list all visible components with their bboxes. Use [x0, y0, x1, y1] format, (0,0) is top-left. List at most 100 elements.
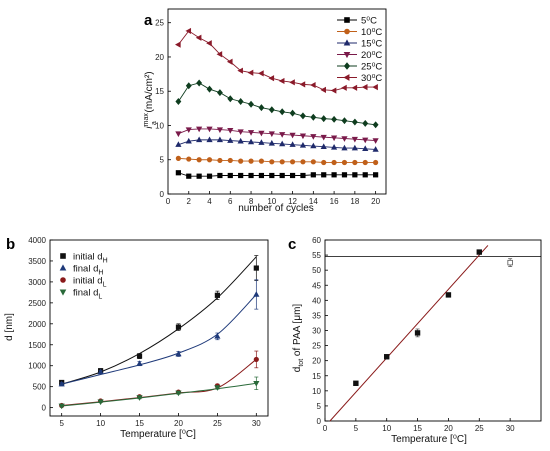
chart-b-fit-curve: [61, 294, 257, 385]
chart-a-point: [341, 159, 348, 166]
chart-a-xtick-label: 20: [371, 197, 380, 206]
chart-a-xtick-label: 4: [207, 197, 212, 206]
chart-a-legend-marker: [343, 74, 350, 81]
chart-a-point: [279, 140, 286, 147]
chart-a-point: [206, 40, 212, 47]
chart-a-legend-marker: [343, 62, 351, 70]
chart-a-point: [341, 84, 347, 91]
chart-a-point: [258, 139, 265, 145]
chart-b-legend-marker: [59, 289, 67, 296]
chart-a-point: [341, 117, 348, 125]
chart-a-series-line: [178, 30, 376, 91]
chart-a-xtick-label: 12: [288, 197, 297, 206]
chart-c-ylabel-sub: tot: [298, 359, 305, 367]
chart-b-point: [58, 403, 65, 410]
chart-a-ylabel: imaxa (mA/cm²): [143, 71, 158, 128]
chart-b-ytick-label: 2000: [28, 320, 46, 329]
chart-a-point: [258, 70, 264, 77]
chart-a-point: [206, 136, 213, 143]
chart-a-point: [268, 131, 275, 138]
chart-a-point: [299, 81, 306, 88]
chart-a-point: [310, 113, 317, 121]
chart-a-point: [310, 172, 316, 178]
chart-a-point: [185, 27, 192, 35]
chart-a-point: [196, 79, 203, 87]
chart-c-xtick-label: 20: [444, 424, 453, 433]
chart-a-point: [289, 132, 296, 139]
chart-b-point: [253, 381, 260, 387]
chart-a-point: [247, 69, 254, 76]
chart-a-point: [247, 130, 255, 136]
chart-b-fit-curve: [61, 359, 257, 407]
chart-a-legend-label: 30⁰C: [361, 73, 382, 84]
chart-b-xlabel: Temperature [⁰C]: [120, 429, 196, 440]
chart-a-point: [227, 157, 233, 164]
chart-b-legend-marker: [60, 277, 66, 283]
chart-a-point: [185, 82, 192, 90]
chart-a-point: [238, 172, 244, 179]
chart-a-ytick-label: 20: [155, 53, 164, 62]
chart-a-point: [238, 158, 244, 164]
chart-b-ytick-label: 1500: [28, 341, 46, 350]
chart-b-legend-subscript: L: [98, 294, 102, 301]
chart-b-legend-label: final dL: [73, 288, 102, 301]
chart-a-point: [321, 172, 327, 178]
chart-a-point: [217, 157, 223, 164]
chart-b-legend-marker: [59, 264, 67, 271]
chart-a-legend-marker: [344, 28, 350, 35]
chart-c-ytick-label: 55: [312, 251, 321, 260]
chart-a-point: [258, 130, 265, 137]
chart-a-point: [330, 144, 338, 150]
chart-a-point: [175, 98, 182, 105]
chart-a-point: [361, 84, 368, 91]
chart-a-legend-label: 10⁰C: [361, 27, 382, 38]
chart-a-point: [227, 172, 233, 179]
chart-b-xtick-label: 15: [135, 419, 144, 428]
chart-a-point: [195, 34, 202, 41]
chart-a-point: [258, 158, 265, 164]
chart-a-point: [351, 136, 358, 143]
chart-b: 5 10 15 20 25 30 0 500 1000 1500 2000 2500 3000 3500 4…: [28, 236, 269, 428]
chart-a-point: [279, 108, 286, 116]
chart-a-point: [320, 86, 326, 93]
chart-a-point: [331, 115, 338, 123]
chart-a-point: [352, 159, 358, 166]
panel-label-b: b: [6, 236, 15, 253]
chart-a-point: [227, 137, 234, 143]
chart-a-legend-marker: [343, 52, 351, 59]
chart-c-ylabel-main: d: [292, 367, 303, 373]
chart-a-xlabel: number of cycles: [238, 203, 314, 214]
chart-a-point: [248, 100, 254, 108]
chart-a-point: [321, 159, 327, 166]
chart-b-point: [136, 353, 143, 359]
chart-a-point: [269, 159, 275, 165]
chart-a-point: [320, 143, 327, 149]
chart-a-legend-label: 20⁰C: [361, 50, 382, 61]
chart-a-point: [320, 115, 327, 123]
chart-a-point: [278, 77, 285, 85]
chart-b-point: [175, 324, 182, 330]
chart-a-point: [226, 58, 233, 65]
chart-c-fit-line: [329, 245, 489, 422]
chart-a-point: [310, 142, 317, 149]
chart-b-ytick-label: 3000: [28, 278, 46, 287]
chart-a-point: [309, 81, 316, 89]
chart-c-xtick-label: 30: [506, 424, 515, 433]
chart-b-ytick-label: 500: [33, 383, 47, 392]
chart-a-point: [206, 157, 213, 163]
chart-a-point: [351, 84, 358, 91]
chart-a-point: [216, 127, 224, 133]
chart-a-point: [372, 121, 379, 129]
chart-c-point: [507, 259, 513, 266]
chart-a: 0 2 4 6 8 10 12 14 16 18 20 0 5 10 15 20 25 5⁰C10⁰C15⁰C20…: [155, 8, 387, 206]
chart-c-point: [476, 249, 482, 255]
chart-a-point: [258, 172, 265, 179]
chart-a-point: [320, 134, 327, 141]
chart-a-point: [341, 172, 348, 178]
chart-c-ytick-label: 30: [312, 327, 321, 336]
chart-a-point: [351, 118, 358, 126]
chart-a-point: [362, 137, 369, 144]
chart-c-xtick-label: 10: [382, 424, 391, 433]
chart-c-xtick-label: 5: [354, 424, 359, 433]
